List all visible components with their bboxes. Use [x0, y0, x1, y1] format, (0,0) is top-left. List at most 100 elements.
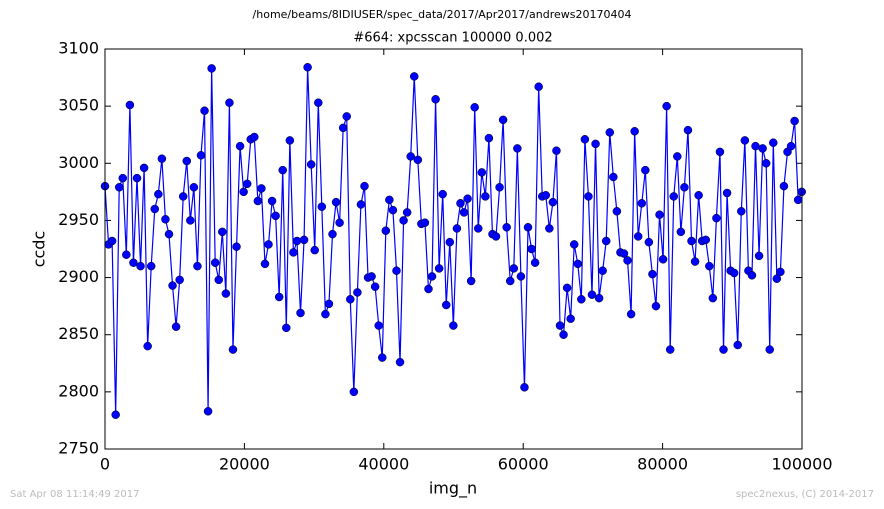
data-point [221, 289, 231, 298]
data-point [424, 284, 433, 294]
data-point [253, 196, 263, 206]
data-point [107, 236, 117, 246]
plot-frame [104, 48, 803, 450]
y-tick-label: 2950 [58, 210, 99, 229]
data-point [274, 292, 284, 302]
data-point [694, 191, 703, 200]
data-point [651, 301, 661, 311]
data-point [232, 242, 241, 251]
data-point [207, 64, 216, 73]
data-point [683, 125, 693, 135]
data-point [282, 323, 291, 333]
data-point [129, 258, 138, 267]
y-axis-label: ccdc [30, 231, 49, 268]
data-point [399, 216, 408, 225]
data-point [257, 184, 266, 193]
data-point [175, 275, 184, 285]
data-point [509, 264, 519, 273]
footer-left: Sat Apr 08 11:14:49 2017 [10, 489, 140, 500]
data-point [139, 163, 149, 173]
data-point [395, 357, 405, 367]
data-point [673, 152, 682, 161]
data-point [601, 236, 611, 246]
data-point [289, 248, 298, 257]
data-point [356, 200, 366, 209]
data-point [360, 181, 369, 191]
data-point [402, 208, 412, 217]
data-point [267, 196, 277, 206]
data-point [481, 192, 490, 201]
data-point [413, 155, 423, 165]
data-point [708, 293, 718, 303]
data-point [534, 82, 543, 91]
data-point [193, 261, 202, 271]
data-point [342, 112, 351, 121]
data-point [555, 321, 565, 330]
data-point [619, 249, 629, 258]
data-point [772, 274, 782, 283]
data-point [378, 353, 387, 362]
data-point [573, 259, 583, 269]
data-point [324, 299, 334, 309]
data-point [456, 199, 465, 208]
y-tick-label: 3050 [58, 96, 99, 115]
data-point [406, 152, 415, 161]
x-axis-label: img_n [429, 479, 477, 499]
data-point [271, 211, 280, 221]
data-point [495, 183, 504, 192]
data-point [200, 106, 209, 115]
data-point [712, 213, 721, 223]
data-point [260, 259, 270, 269]
data-point [210, 258, 220, 267]
data-point [498, 115, 508, 125]
data-point [701, 235, 710, 245]
data-point [182, 156, 192, 166]
data-point [587, 290, 597, 299]
data-point [186, 216, 195, 225]
y-tick-label: 2800 [58, 381, 99, 400]
y-tick-label: 3000 [58, 153, 99, 172]
data-point [473, 224, 483, 233]
data-point [623, 256, 632, 265]
data-point [118, 173, 128, 183]
data-point [612, 207, 622, 216]
data-point [541, 191, 551, 200]
data-point [548, 197, 558, 207]
data-point [299, 235, 309, 245]
data-point [122, 250, 131, 259]
data-point [239, 187, 248, 197]
data-point [171, 322, 181, 331]
data-point [705, 261, 714, 271]
data-point [374, 321, 383, 330]
data-point [346, 295, 355, 304]
data-point [452, 224, 462, 233]
data-point [157, 154, 167, 163]
data-point [388, 205, 398, 215]
data-point [779, 181, 789, 191]
data-point [523, 223, 533, 232]
data-point [164, 229, 174, 239]
chart-title: #664: xpcsscan 100000 0.002 [353, 31, 552, 46]
data-point [484, 133, 494, 143]
data-point [765, 345, 774, 354]
data-point [214, 275, 224, 285]
data-point [228, 345, 238, 354]
data-point [658, 255, 668, 264]
data-point [665, 345, 675, 354]
data-point [385, 195, 394, 205]
data-point [438, 189, 447, 199]
data-point [154, 189, 163, 199]
data-point [353, 288, 362, 297]
data-point [591, 139, 600, 149]
data-point [314, 98, 323, 107]
data-point [626, 309, 636, 319]
x-tick-label: 80000 [637, 455, 688, 474]
data-point [584, 192, 593, 201]
data-point [146, 261, 156, 271]
data-point [776, 267, 785, 277]
data-point [690, 257, 700, 266]
data-point [203, 407, 213, 416]
data-point [331, 197, 341, 207]
data-point [790, 116, 799, 126]
